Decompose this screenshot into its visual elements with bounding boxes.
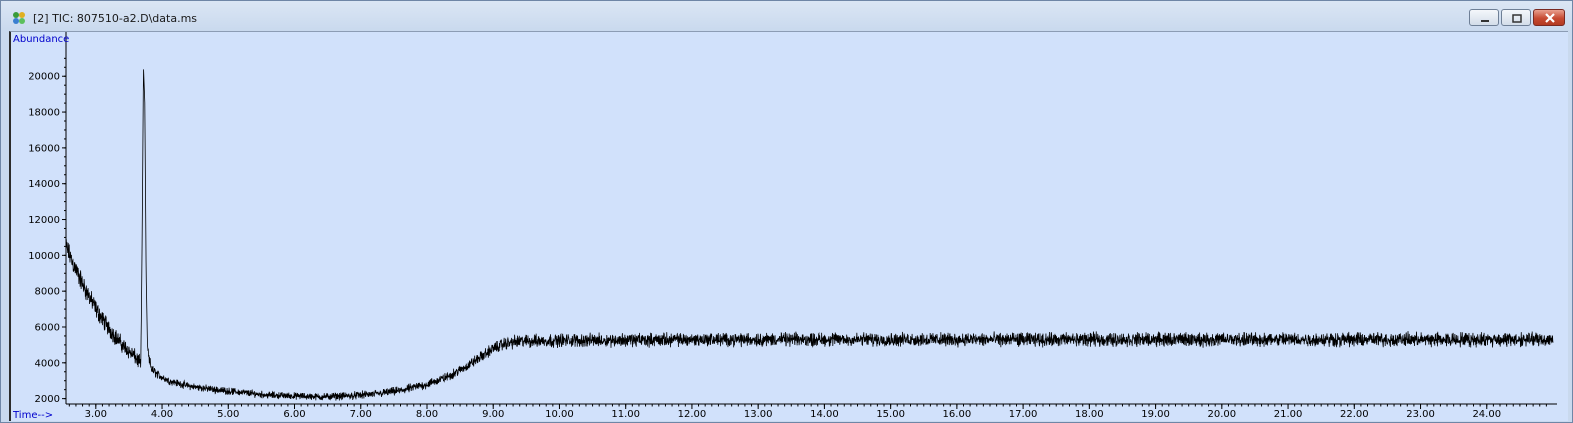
- x-tick-label: 3.00: [85, 409, 107, 420]
- minimize-button[interactable]: [1469, 9, 1499, 26]
- x-tick-label: 23.00: [1406, 409, 1435, 420]
- x-tick-label: 8.00: [416, 409, 438, 420]
- close-icon: [1545, 13, 1555, 23]
- x-tick-label: 7.00: [350, 409, 372, 420]
- restore-button[interactable]: [1501, 9, 1531, 26]
- y-tick-label: 14000: [28, 179, 60, 190]
- y-tick-label: 12000: [28, 215, 60, 226]
- x-tick-label: 24.00: [1472, 409, 1501, 420]
- x-tick-label: 4.00: [151, 409, 173, 420]
- y-tick-label: 8000: [35, 287, 60, 298]
- x-tick-label: 10.00: [545, 409, 574, 420]
- y-tick-label: 6000: [35, 322, 60, 333]
- x-tick-label: 17.00: [1009, 409, 1038, 420]
- restore-icon: [1512, 14, 1522, 23]
- tic-chart: 2000 4000 6000 8000 10000 12000 14000 16000 1800…: [12, 32, 1557, 421]
- y-tick-label: 18000: [28, 108, 60, 119]
- x-axis-label: Time-->: [12, 410, 53, 421]
- chromatogram-app-icon: [13, 12, 25, 24]
- y-tick-label: 2000: [35, 394, 60, 405]
- x-tick-label: 5.00: [217, 409, 239, 420]
- minimize-icon: [1481, 20, 1489, 22]
- y-tick-label: 10000: [28, 251, 60, 262]
- window-title: [2] TIC: 807510-a2.D\data.ms: [33, 12, 198, 25]
- y-tick-label: 20000: [28, 72, 60, 83]
- x-tick-label: 16.00: [943, 409, 972, 420]
- x-tick-label: 12.00: [678, 409, 707, 420]
- x-tick-label: 22.00: [1340, 409, 1369, 420]
- close-button[interactable]: [1533, 9, 1565, 26]
- x-tick-label: 19.00: [1141, 409, 1170, 420]
- x-tick-label: 9.00: [482, 409, 504, 420]
- y-tick-label: 16000: [28, 143, 60, 154]
- x-tick-label: 14.00: [810, 409, 839, 420]
- chromatogram-plot-area[interactable]: 2000 4000 6000 8000 10000 12000 14000 16000 1800…: [9, 31, 1568, 421]
- x-tick-label: 20.00: [1207, 409, 1236, 420]
- x-tick-label: 11.00: [611, 409, 640, 420]
- y-tick-label: 4000: [35, 358, 60, 369]
- x-tick-label: 6.00: [283, 409, 305, 420]
- x-tick-label: 15.00: [876, 409, 905, 420]
- x-tick-label: 13.00: [744, 409, 773, 420]
- x-tick-label: 18.00: [1075, 409, 1104, 420]
- tic-trace-line: [65, 69, 1554, 401]
- y-axis-label: Abundance: [13, 34, 69, 45]
- title-bar[interactable]: [2] TIC: 807510-a2.D\data.ms: [1, 1, 1572, 31]
- x-tick-label: 21.00: [1274, 409, 1303, 420]
